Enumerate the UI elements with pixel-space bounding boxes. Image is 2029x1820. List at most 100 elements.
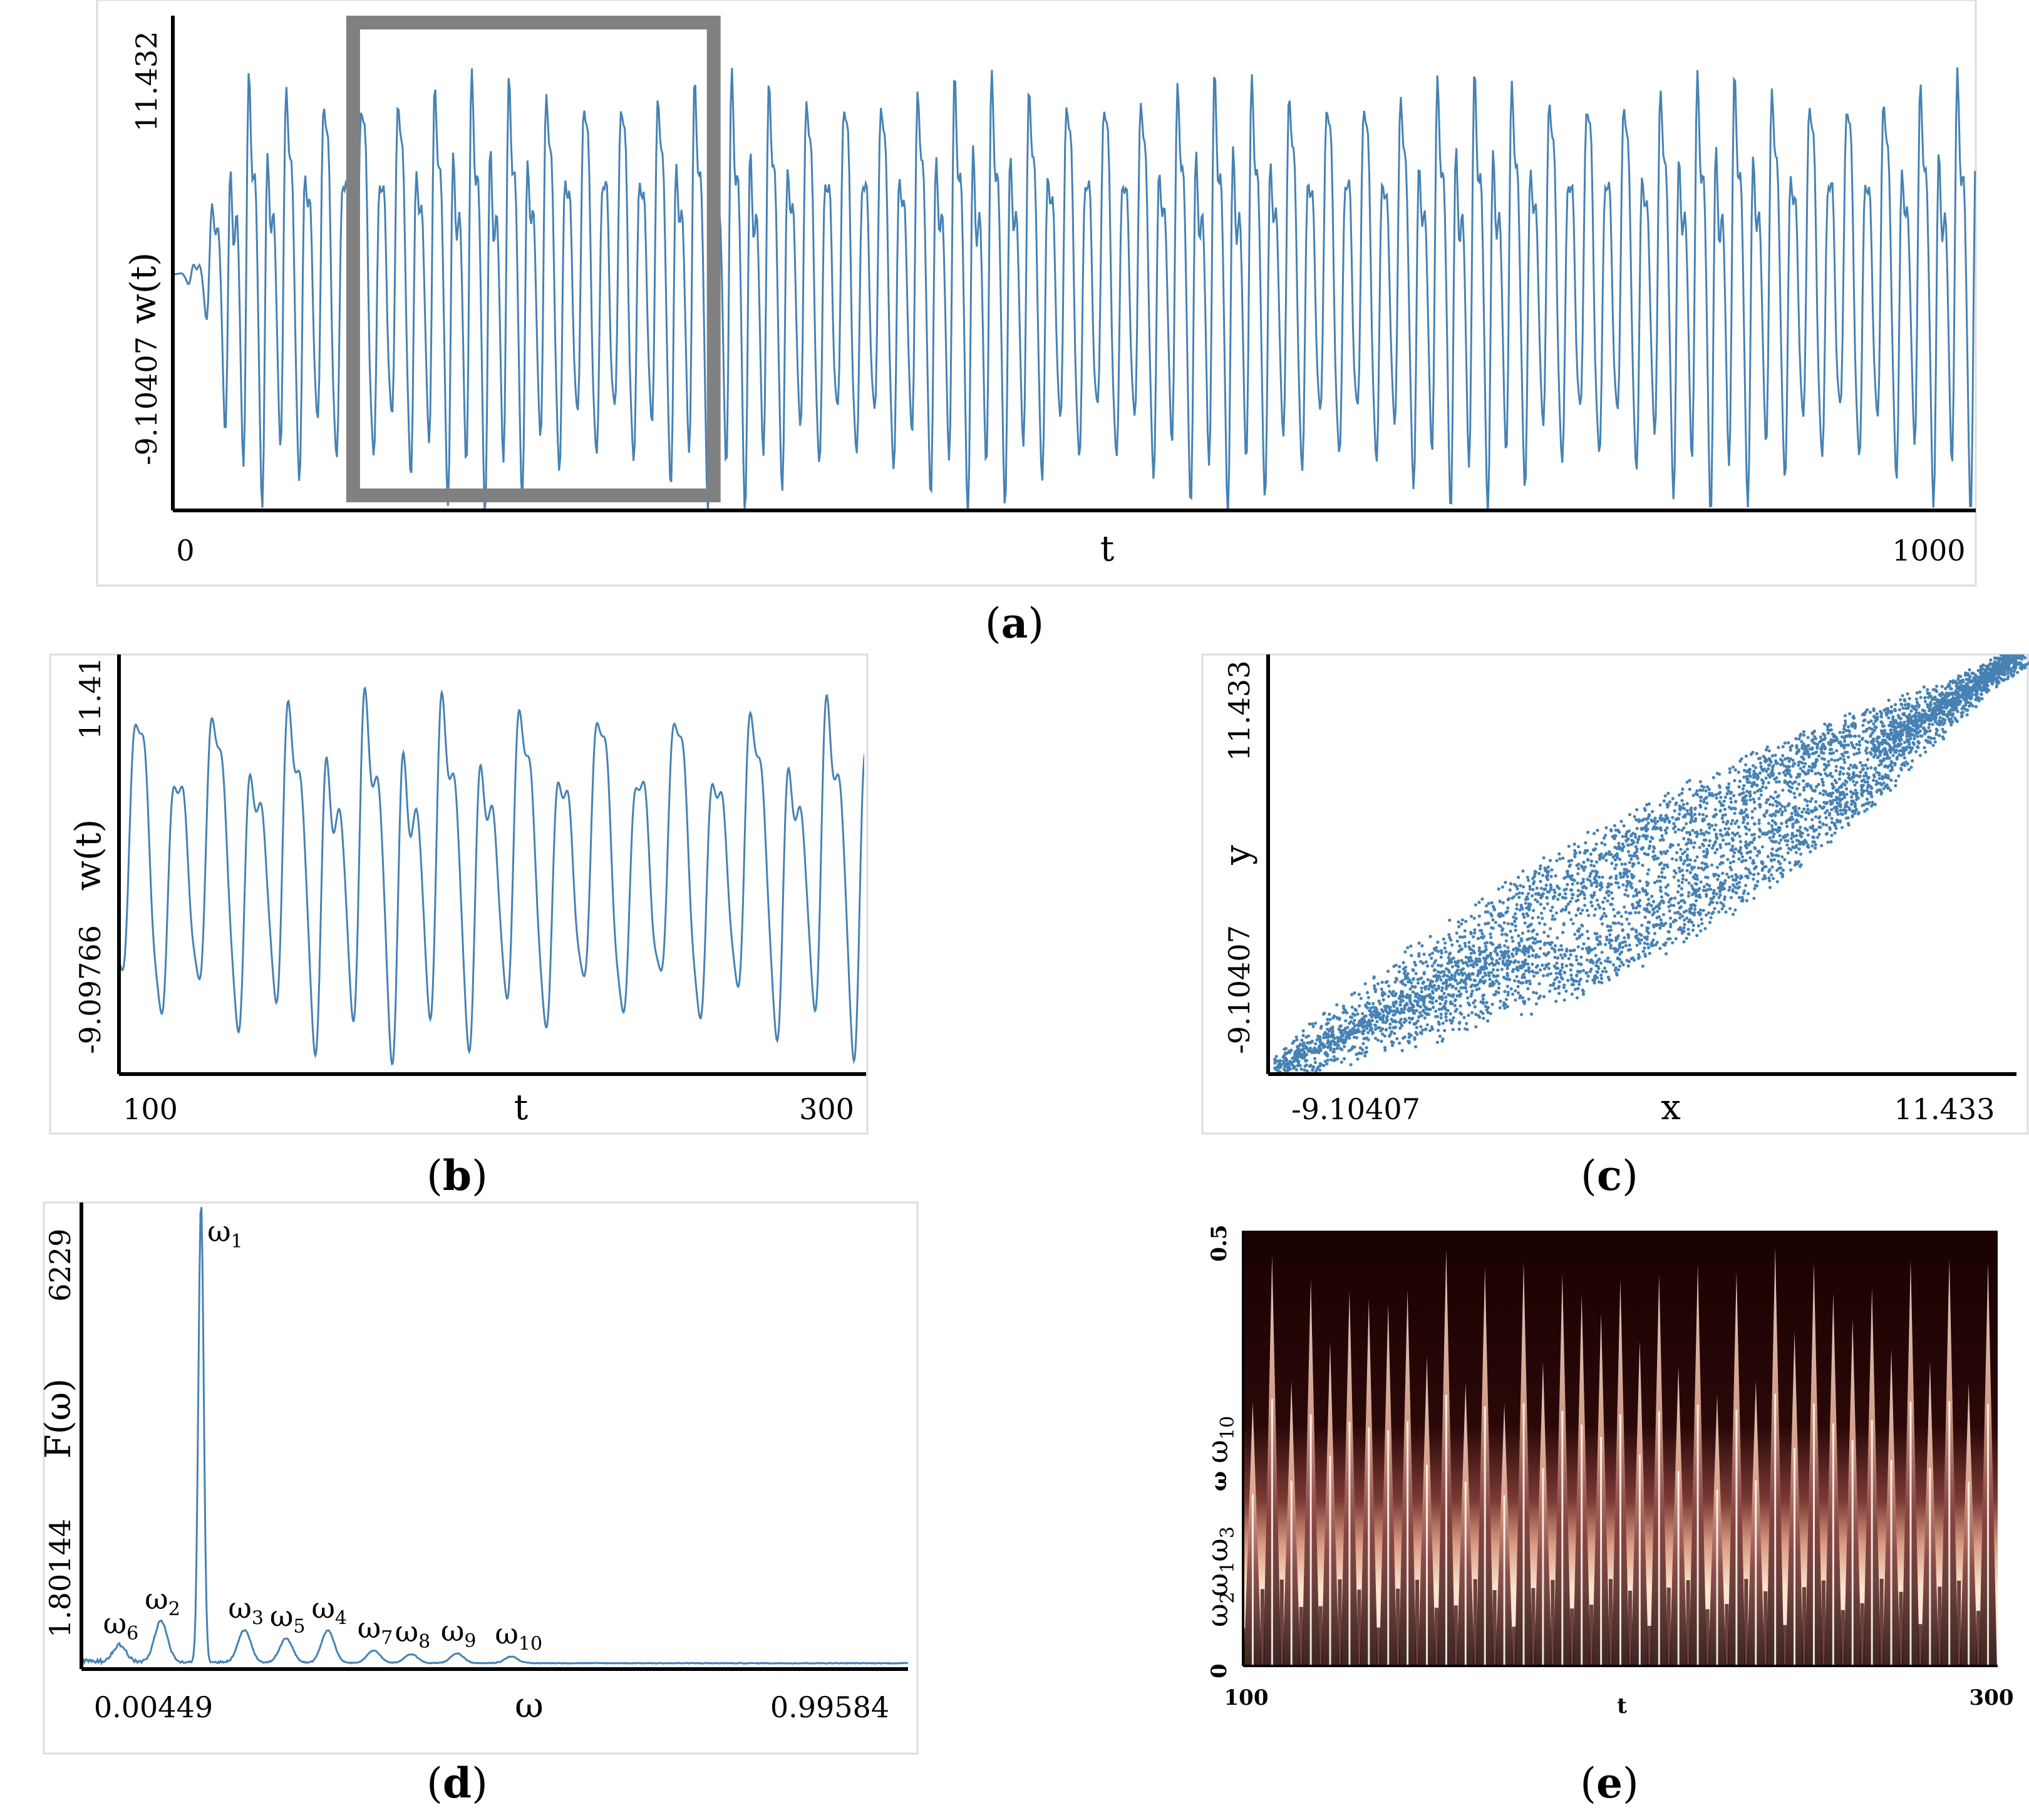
- scatter-point: [1602, 907, 1606, 911]
- scatter-point: [1698, 895, 1702, 899]
- scatter-point: [1531, 916, 1534, 920]
- scatter-point: [1384, 1007, 1388, 1011]
- scatter-point: [1795, 839, 1799, 842]
- scatter-point: [1486, 1019, 1490, 1023]
- scatter-point: [1474, 903, 1477, 907]
- scatter-point: [1577, 862, 1581, 866]
- scatter-point: [1864, 763, 1867, 767]
- scatter-point: [1967, 677, 1971, 681]
- scatter-point: [1337, 1027, 1341, 1031]
- scatter-point: [1621, 875, 1625, 879]
- scatter-point: [1902, 711, 1906, 715]
- scatter-point: [1604, 943, 1608, 946]
- scatter-point: [1366, 1031, 1370, 1035]
- scatter-point: [1830, 820, 1834, 824]
- scatter-point: [1412, 977, 1415, 981]
- scatter-point: [1847, 730, 1851, 733]
- scatter-point: [1829, 840, 1833, 844]
- scatter-point: [1614, 966, 1618, 969]
- scatter-point: [1444, 950, 1448, 954]
- scatter-point: [1791, 758, 1795, 762]
- scatter-point: [1518, 908, 1522, 912]
- scatter-point: [1314, 1042, 1318, 1046]
- scatter-point: [1807, 743, 1810, 747]
- scatter-point: [1733, 833, 1737, 837]
- scatter-point: [1622, 871, 1626, 876]
- scatter-point: [1719, 795, 1723, 799]
- scatter-point: [1333, 1043, 1336, 1047]
- scatter-point: [1536, 916, 1541, 919]
- scatter-point: [1832, 738, 1835, 742]
- scatter-point: [1437, 963, 1440, 967]
- scatter-point: [1624, 871, 1628, 875]
- scatter-point: [1457, 973, 1461, 976]
- scatter-point: [1575, 958, 1579, 962]
- scatter-point: [1841, 825, 1844, 829]
- scatter-point: [1810, 818, 1814, 822]
- scatter-point: [1301, 1029, 1305, 1033]
- scatter-point: [1817, 832, 1821, 836]
- scatter-point: [1374, 1027, 1378, 1031]
- scatter-point: [1821, 732, 1825, 736]
- scatter-point: [1698, 845, 1701, 849]
- scatter-point: [1609, 924, 1613, 929]
- scatter-point: [1716, 877, 1720, 881]
- scatter-point: [1625, 918, 1629, 921]
- scatter-point: [1643, 946, 1646, 950]
- scatter-point: [1371, 1013, 1375, 1016]
- scatter-point: [1506, 946, 1510, 949]
- scatter-point: [1886, 774, 1890, 778]
- scatter-point: [1576, 986, 1580, 990]
- scatter-point: [1739, 845, 1743, 849]
- scatter-point: [1908, 713, 1911, 716]
- scatter-point: [1336, 1043, 1340, 1048]
- scatter-point: [2016, 671, 2020, 675]
- scatter-point: [1770, 829, 1774, 833]
- scatter-point: [1825, 800, 1829, 804]
- scatter-point: [1700, 795, 1703, 799]
- scatter-point: [1594, 842, 1598, 846]
- scatter-point: [1855, 773, 1859, 777]
- scatter-point: [1518, 996, 1522, 1000]
- scatter-point: [1450, 973, 1453, 977]
- scatter-point: [1849, 763, 1852, 767]
- scatter-point: [1834, 795, 1838, 799]
- scatter-point: [1838, 772, 1842, 776]
- scatter-point: [2018, 666, 2022, 670]
- scatter-point: [1731, 844, 1735, 848]
- scatter-point: [1765, 745, 1769, 749]
- scatter-point: [1758, 829, 1762, 833]
- scatter-point: [1929, 701, 1933, 705]
- scatter-point: [1908, 696, 1911, 700]
- scatter-point: [1938, 733, 1941, 737]
- scatter-point: [1881, 721, 1884, 725]
- scatter-point: [1902, 724, 1906, 728]
- scatter-point: [1877, 735, 1881, 739]
- scatter-point: [1391, 993, 1395, 997]
- scatter-point: [1613, 837, 1616, 840]
- scatter-point: [1438, 995, 1442, 999]
- scatter-point: [1654, 825, 1658, 829]
- scatter-point: [1738, 881, 1742, 884]
- scatter-point: [1639, 938, 1643, 942]
- scatter-point: [1490, 956, 1494, 960]
- scatter-point: [1663, 829, 1667, 832]
- scatter-point: [1794, 851, 1798, 854]
- scatter-point: [1908, 728, 1911, 732]
- scatter-point: [1528, 982, 1532, 986]
- scatter-point: [1854, 765, 1858, 768]
- scatter-point: [1288, 1067, 1292, 1071]
- scatter-point: [1711, 897, 1715, 901]
- scatter-point: [1822, 768, 1827, 772]
- scatter-point: [1866, 758, 1870, 762]
- scatter-point: [1872, 738, 1876, 743]
- scatter-point: [1711, 776, 1715, 780]
- scatter-point: [1369, 1028, 1373, 1032]
- scatter-point: [1738, 840, 1743, 844]
- scatter-point: [1595, 976, 1599, 980]
- scatter-point: [1638, 819, 1641, 823]
- scatter-point: [1896, 721, 1899, 725]
- scatter-point: [1331, 1050, 1335, 1054]
- scatter-point: [1369, 1023, 1373, 1026]
- scatter-point: [1584, 849, 1588, 852]
